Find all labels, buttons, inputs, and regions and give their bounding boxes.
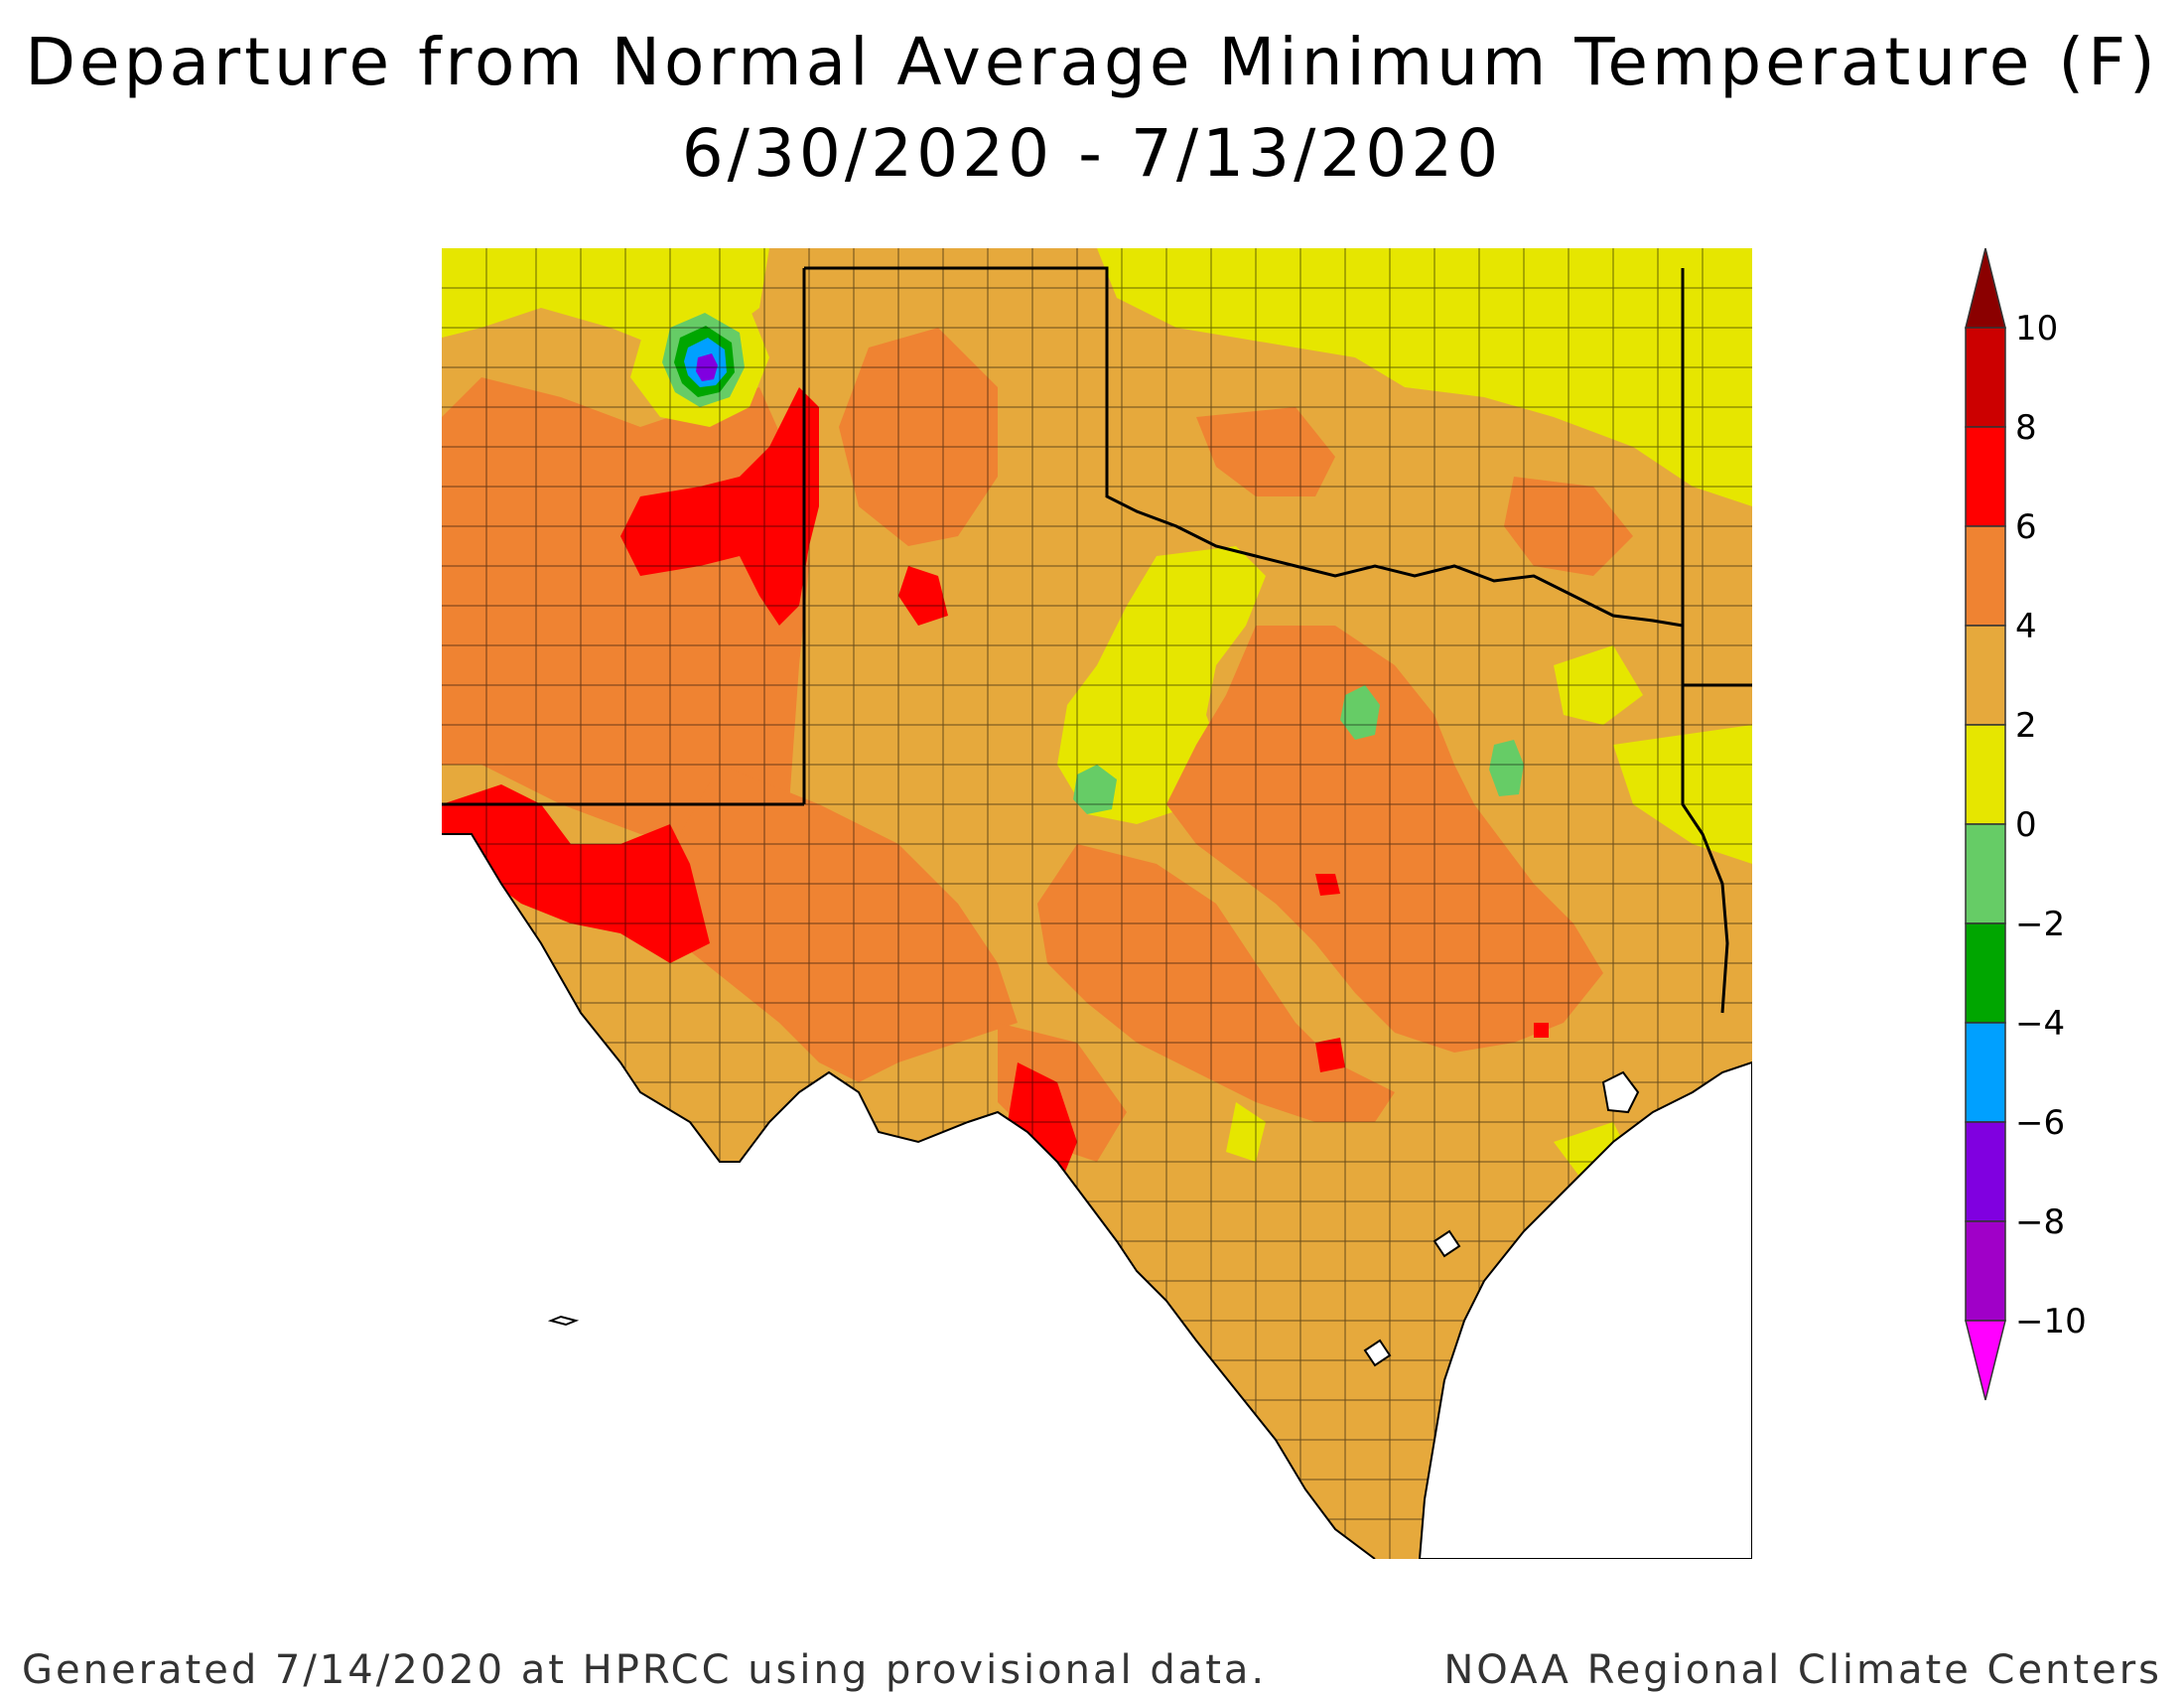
legend-tick-label: −2 <box>2015 905 2065 944</box>
legend-band <box>1965 724 2006 825</box>
legend-tick-label: 0 <box>2015 805 2037 845</box>
color-legend: 10 8 6 4 2 0 −2 −4 −6 −8 −10 <box>1965 247 2087 1401</box>
legend-tick-label: −8 <box>2015 1202 2065 1242</box>
legend-tick-label: −6 <box>2015 1103 2065 1143</box>
generated-note: Generated 7/14/2020 at HPRCC using provi… <box>22 1647 1268 1693</box>
legend-tick-label: −4 <box>2015 1004 2065 1044</box>
legend-tick-label: 2 <box>2015 706 2037 746</box>
state-borders <box>442 266 1752 1014</box>
legend-tick-label: 6 <box>2015 507 2037 547</box>
legend-band <box>1965 823 2006 924</box>
legend-band <box>1965 1121 2006 1222</box>
legend-arrow-top <box>1965 247 2006 329</box>
legend-tick-label: 8 <box>2015 408 2037 448</box>
gulf-coastline <box>442 833 1752 1559</box>
legend-tick-label: 4 <box>2015 607 2037 646</box>
legend-band <box>1965 525 2006 627</box>
legend-band <box>1965 1220 2006 1322</box>
legend-band <box>1965 625 2006 726</box>
legend-tick-label: 10 <box>2015 309 2058 349</box>
legend-tick-label: −10 <box>2015 1302 2087 1341</box>
source-credit: NOAA Regional Climate Centers <box>1443 1647 2162 1693</box>
temperature-departure-map <box>442 248 1752 1559</box>
legend-band <box>1965 327 2006 428</box>
map-date-range: 6/30/2020 - 7/13/2020 <box>681 115 1503 192</box>
legend-arrow-bottom <box>1965 1320 2006 1401</box>
legend-band <box>1965 922 2006 1024</box>
legend-band <box>1965 426 2006 527</box>
legend-band <box>1965 1022 2006 1123</box>
map-title: Departure from Normal Average Minimum Te… <box>25 24 2159 100</box>
